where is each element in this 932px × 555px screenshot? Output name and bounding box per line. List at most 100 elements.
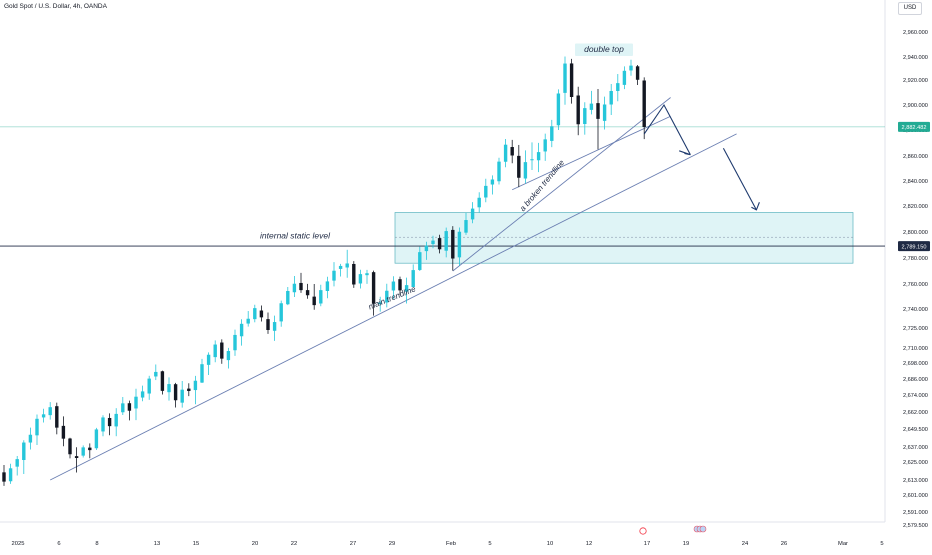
time-tick-label: 10 [547, 541, 553, 547]
time-axis[interactable]: 2025 6 8 13 15 20 22 27 29 Feb 5 10 12 17 19 24 26 Mar 5 [12, 525, 884, 547]
time-tick-label: 12 [586, 541, 592, 547]
candle-body [457, 231, 462, 258]
time-tick-label: 15 [193, 541, 199, 547]
price-axis[interactable]: 2,579.500 2,591.000 2,601.000 2,613.000 2,62… [898, 30, 930, 529]
candle-body [94, 429, 99, 449]
candle-body [484, 185, 488, 198]
candle-body [134, 396, 138, 409]
candle-body [332, 270, 336, 281]
target-zone-box [394, 212, 854, 264]
candle-body [464, 220, 468, 233]
time-tick-label: 6 [57, 541, 60, 547]
candle-body [101, 417, 105, 432]
candle-body [616, 83, 620, 91]
price-tick-label: 2,860.000 [903, 154, 928, 160]
price-tick-label: 2,940.000 [903, 55, 928, 61]
candle-body [312, 296, 316, 306]
price-tick-label: 2,800.000 [903, 230, 928, 236]
candle-body [292, 283, 297, 293]
candle-body [642, 80, 646, 127]
candle-body [629, 65, 633, 71]
currency-selector[interactable]: USD [898, 2, 922, 15]
current-price-marker: 2,882.482 [902, 125, 927, 131]
current-price-marker-bg [898, 121, 930, 132]
candle-body [48, 407, 52, 416]
time-tick-label: 8 [95, 541, 98, 547]
candle-body [41, 414, 46, 418]
double-top-label-bg [575, 43, 633, 56]
candle-body [272, 322, 277, 331]
time-tick-label: 26 [781, 541, 787, 547]
candle-body [213, 344, 217, 358]
candle-body [55, 406, 59, 428]
price-tick-label: 2,649.500 [903, 427, 928, 433]
candle-body [28, 434, 33, 443]
arrow-head-icon [679, 150, 691, 156]
candle-body [635, 66, 640, 80]
candle-body [411, 270, 415, 287]
arrow-head-icon [751, 202, 760, 211]
candle-body [510, 147, 514, 156]
candle-body [424, 245, 429, 252]
candle-body [378, 302, 382, 305]
candle-body [8, 468, 13, 482]
time-tick-label: 22 [291, 541, 297, 547]
static-level-price-marker-bg [898, 241, 930, 252]
time-tick-label: 19 [683, 541, 689, 547]
price-tick-label: 2,920.000 [903, 78, 928, 84]
candle-body [365, 273, 369, 276]
symbol-title[interactable]: Gold Spot / U.S. Dollar, 4h, OANDA [4, 3, 107, 10]
time-tick-label: 13 [154, 541, 160, 547]
candle-body [266, 319, 270, 330]
candle-body [114, 413, 118, 427]
candle-body [140, 391, 145, 398]
internal-static-level-label: internal static level [260, 231, 331, 241]
double-top-label: double top [584, 44, 624, 54]
candle-body [503, 144, 508, 162]
candle-body [418, 252, 422, 270]
candle-body [286, 291, 290, 305]
candle-body [107, 417, 112, 427]
time-tick-label: 2025 [12, 541, 25, 547]
candle-body [226, 351, 231, 361]
flag-event-icon [699, 525, 707, 533]
candle-body [431, 240, 435, 245]
static-level-price-marker: 2,789.150 [902, 244, 927, 250]
price-tick-label: 2,820.000 [903, 204, 928, 210]
candle-body [404, 285, 409, 292]
candle-body [550, 126, 554, 141]
candle-body [470, 208, 475, 220]
candle-body [22, 442, 26, 460]
candle-body [398, 279, 402, 291]
candles-group [2, 56, 646, 486]
candle-body [127, 403, 132, 411]
candle-body [345, 263, 349, 268]
candle-body [279, 303, 283, 322]
candle-body [517, 155, 521, 178]
candle-body [180, 389, 184, 403]
support-zone-group [394, 212, 854, 264]
candle-body [81, 447, 85, 456]
candle-body [88, 447, 92, 451]
price-tick-label: 2,662.000 [903, 410, 928, 416]
candle-body [536, 152, 541, 161]
time-tick-label: 5 [488, 541, 491, 547]
price-tick-label: 2,780.000 [903, 256, 928, 262]
candle-body [609, 91, 613, 105]
candle-body [391, 281, 396, 291]
candle-body [246, 318, 250, 324]
candle-body [444, 231, 448, 251]
candle-body [556, 93, 561, 126]
candle-body [200, 364, 204, 383]
price-tick-label: 2,960.000 [903, 30, 928, 36]
candle-body [385, 290, 389, 303]
candle-body [589, 103, 594, 110]
candle-body [35, 418, 39, 436]
candle-body [563, 63, 567, 93]
time-tick-label: 5 [880, 541, 883, 547]
price-tick-label: 2,686.000 [903, 377, 928, 383]
candle-body [477, 197, 481, 208]
candle-body [490, 179, 495, 185]
trendlines-group [0, 97, 885, 481]
